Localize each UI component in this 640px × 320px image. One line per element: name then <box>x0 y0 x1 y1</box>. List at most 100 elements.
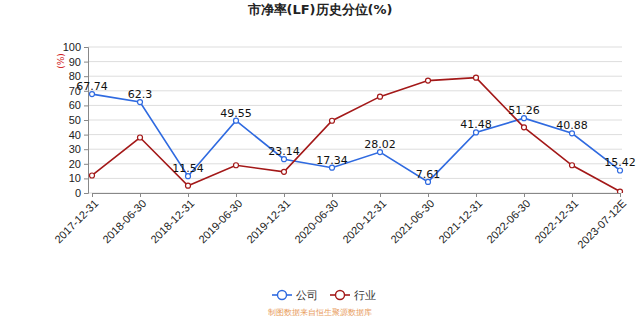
y-tick: 90 <box>69 56 88 68</box>
x-tick-mark <box>524 193 525 197</box>
grid-line <box>88 105 622 106</box>
x-tick-mark <box>380 193 381 197</box>
grid-line <box>88 76 622 77</box>
grid-line <box>88 178 622 179</box>
grid-line <box>88 61 622 62</box>
legend-item: 公司 <box>272 289 318 302</box>
x-tick-label: 2022-06-30 <box>484 197 532 245</box>
legend-item: 行业 <box>330 289 376 302</box>
x-tick-label: 2023-07-12E <box>575 197 628 250</box>
grid-line <box>88 134 622 135</box>
y-axis-line <box>84 48 89 194</box>
data-label: 40.88 <box>556 119 588 132</box>
y-tick-mark <box>84 149 88 150</box>
x-tick: 2019-06-30 <box>196 193 244 245</box>
x-tick-mark <box>284 193 285 197</box>
y-tick-label: 20 <box>69 158 81 170</box>
y-tick-label: 50 <box>69 114 81 126</box>
x-tick: 2020-06-30 <box>292 193 340 245</box>
x-tick: 2018-12-31 <box>148 193 196 245</box>
plot-area <box>90 75 623 193</box>
data-label: 51.26 <box>508 104 540 117</box>
title: 市净率(LF)历史分位(%) <box>247 2 393 17</box>
y-tick-mark <box>84 193 88 194</box>
legend-label: 行业 <box>354 289 376 302</box>
y-tick: 50 <box>69 114 88 126</box>
x-tick-label: 2017-12-31 <box>52 197 100 245</box>
x-tick-mark <box>572 193 573 197</box>
x-tick: 2021-06-30 <box>388 193 436 245</box>
y-tick-label: 90 <box>69 56 81 68</box>
point-marker <box>618 189 623 193</box>
source-note: 制图数据来自恒生聚源数据库 <box>268 308 372 317</box>
point-marker <box>522 125 527 130</box>
x-tick-mark <box>332 193 333 197</box>
x-tick: 2023-07-12E <box>575 193 628 251</box>
x-tick-mark <box>140 193 141 197</box>
point-marker <box>282 169 287 174</box>
x-tick-label: 2019-12-31 <box>244 197 292 245</box>
data-label: 15.42 <box>604 156 636 169</box>
x-axis: 2017-12-312018-06-302018-12-312019-06-30… <box>52 193 628 251</box>
y-tick-mark <box>84 135 88 136</box>
x-tick-label: 2019-06-30 <box>196 197 244 245</box>
x-tick-mark <box>92 193 93 197</box>
data-label: 23.14 <box>268 145 300 158</box>
y-tick: 60 <box>69 99 88 111</box>
y-tick: 0 <box>75 187 88 199</box>
point-marker <box>90 173 95 178</box>
y-tick-label: 100 <box>63 41 81 53</box>
point-marker <box>426 78 431 83</box>
x-tick-mark <box>188 193 189 197</box>
y-tick-label: 40 <box>69 129 81 141</box>
x-tick-label: 2022-12-31 <box>532 197 580 245</box>
y-tick-mark <box>84 105 88 106</box>
x-tick-label: 2018-12-31 <box>148 197 196 245</box>
grid <box>88 47 622 193</box>
x-tick-label: 2018-06-30 <box>100 197 148 245</box>
x-tick-mark <box>620 193 621 197</box>
data-labels: 67.7462.311.5449.5523.1417.3428.027.6141… <box>76 80 636 181</box>
x-tick-label: 2020-06-30 <box>292 197 340 245</box>
x-axis-line <box>93 194 621 198</box>
grid-line <box>88 163 622 164</box>
x-tick: 2021-12-31 <box>436 193 484 245</box>
data-label: 11.54 <box>172 162 204 175</box>
data-label: 28.02 <box>364 138 396 151</box>
x-tick: 2020-12-31 <box>340 193 388 245</box>
x-tick-label: 2020-12-31 <box>340 197 388 245</box>
y-tick: 20 <box>69 158 88 170</box>
y-tick-label: 10 <box>69 172 81 184</box>
x-tick: 2019-12-31 <box>244 193 292 245</box>
point-marker <box>378 94 383 99</box>
y-tick-mark <box>84 120 88 121</box>
y-tick: 100 <box>63 41 88 53</box>
y-tick-mark <box>84 76 88 77</box>
grid-line <box>88 47 622 48</box>
y-tick-label: 60 <box>69 99 81 111</box>
legend: 公司 行业 <box>272 289 376 302</box>
x-tick-mark <box>476 193 477 197</box>
point-marker <box>570 163 575 168</box>
data-label: 62.3 <box>128 88 153 101</box>
y-axis: 0102030405060708090100 <box>63 41 89 199</box>
y-tick: 30 <box>69 143 88 155</box>
y-tick: 40 <box>69 129 88 141</box>
x-tick-label: 2021-12-31 <box>436 197 484 245</box>
legend-symbol <box>278 291 287 300</box>
x-tick-mark <box>236 193 237 197</box>
y-axis-title: (%) <box>56 53 66 69</box>
grid-line <box>88 120 622 121</box>
data-label: 67.74 <box>76 80 108 93</box>
point-marker <box>234 163 239 168</box>
point-marker <box>138 135 143 140</box>
y-tick-label: 30 <box>69 143 81 155</box>
y-tick-label: 0 <box>75 187 81 199</box>
y-tick: 10 <box>69 172 88 184</box>
point-marker <box>474 75 479 80</box>
data-label: 41.48 <box>460 118 492 131</box>
x-tick: 2022-12-31 <box>532 193 580 245</box>
x-tick: 2018-06-30 <box>100 193 148 245</box>
point-marker <box>186 183 191 188</box>
data-label: 7.61 <box>416 168 441 181</box>
